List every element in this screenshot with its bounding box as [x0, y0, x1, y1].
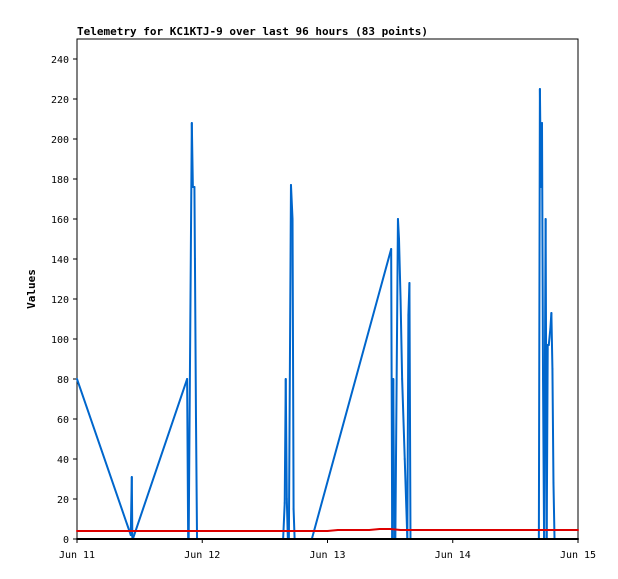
- line-segment: [394, 218, 399, 540]
- line-segment: [540, 122, 545, 380]
- y-tick-label: 40: [57, 455, 69, 466]
- line-segment: [285, 498, 289, 540]
- line-segment: [551, 368, 555, 484]
- line-segment: [194, 418, 199, 540]
- line-segment: [326, 529, 339, 532]
- y-tick-label: 80: [57, 375, 69, 386]
- line-segment: [310, 248, 393, 540]
- series-0: [76, 88, 556, 540]
- series-layer: [76, 88, 579, 540]
- plot-area-frame: [76, 38, 579, 540]
- line-segment: [545, 344, 549, 540]
- line-segment: [193, 186, 196, 260]
- y-axis-label: Values: [25, 269, 38, 309]
- line-segment: [284, 378, 288, 500]
- x-tick-label: Jun 15: [560, 550, 596, 561]
- y-tick-label: 20: [57, 495, 69, 506]
- x-tick-label: Jun 14: [435, 550, 471, 561]
- y-tick-label: 180: [51, 175, 69, 186]
- line-segment: [368, 528, 381, 531]
- line-segment: [396, 218, 400, 240]
- line-segment: [399, 298, 404, 380]
- y-tick-label: 120: [51, 295, 69, 306]
- x-axis-ticks: Jun 11 Jun 12 Jun 13 Jun 14 Jun 15: [59, 539, 596, 561]
- line-segment: [282, 502, 286, 540]
- line-segment: [406, 314, 410, 540]
- y-tick-label: 160: [51, 215, 69, 226]
- line-segment: [291, 218, 295, 510]
- line-segment: [547, 328, 552, 346]
- chart-title: Telemetry for KC1KTJ-9 over last 96 hour…: [77, 25, 428, 38]
- y-tick-label: 100: [51, 335, 69, 346]
- y-tick-label: 240: [51, 55, 69, 66]
- line-segment: [550, 312, 554, 370]
- y-tick-label: 140: [51, 255, 69, 266]
- x-tick-label: Jun 11: [59, 550, 95, 561]
- line-segment: [389, 528, 402, 531]
- x-tick-label: Jun 13: [309, 550, 345, 561]
- y-tick-label: 200: [51, 135, 69, 146]
- line-segment: [292, 508, 296, 540]
- x-tick-label: Jun 12: [184, 550, 220, 561]
- line-segment: [401, 378, 406, 460]
- line-segment: [187, 122, 193, 540]
- line-segment: [76, 378, 132, 536]
- line-segment: [287, 184, 292, 540]
- line-segment: [190, 122, 194, 188]
- y-tick-label: 220: [51, 95, 69, 106]
- line-segment: [131, 378, 189, 540]
- series-1: [76, 528, 579, 532]
- line-segment: [193, 258, 197, 420]
- line-segment: [130, 476, 134, 538]
- y-axis-ticks: 0 20 40 60 80 100 120 140 160 180 200 220 240: [51, 55, 77, 546]
- y-tick-label: 60: [57, 415, 69, 426]
- y-tick-label: 0: [63, 535, 69, 546]
- line-segment: [289, 184, 294, 220]
- line-segment: [408, 282, 412, 540]
- line-segment: [398, 238, 402, 300]
- line-segment: [392, 378, 396, 540]
